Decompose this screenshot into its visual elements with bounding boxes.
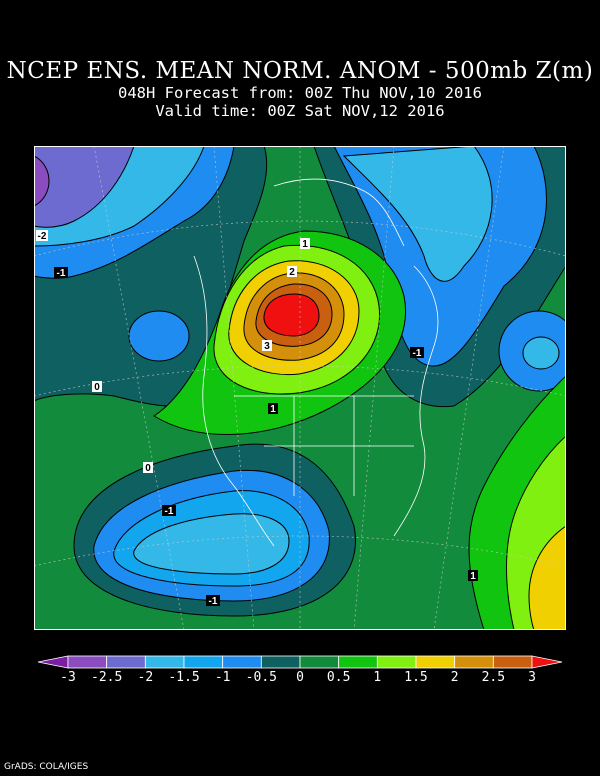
svg-text:2: 2	[289, 267, 295, 278]
contour-label: 0	[143, 462, 153, 474]
colorbar-segment	[492, 655, 533, 669]
colorbar-tick-label: 0.5	[327, 670, 350, 682]
svg-text:1: 1	[302, 239, 308, 250]
contour-label: 1	[268, 403, 278, 415]
colorbar-tick-label: -2	[138, 670, 154, 682]
colorbar-tick-label: 2.5	[482, 670, 505, 682]
colorbar-tick-label: 1.5	[404, 670, 427, 682]
svg-text:0: 0	[94, 382, 100, 393]
contour-label: -1	[410, 347, 424, 359]
colorbar-tick-label: -2.5	[91, 670, 122, 682]
anomaly-map: -2 -1 0 1 2 3 -1 -1 0 -1 1 1	[34, 146, 566, 630]
colorbar-segment	[67, 655, 108, 669]
colorbar-tick-label: 2	[451, 670, 459, 682]
colorbar-tick-label: 3	[528, 670, 536, 682]
contour-label: 3	[262, 340, 272, 352]
colorbar-tick-label: -3	[60, 670, 76, 682]
svg-text:0: 0	[145, 463, 151, 474]
contour-label: 1	[468, 570, 478, 582]
svg-text:1: 1	[470, 571, 476, 582]
forecast-init-line: 048H Forecast from: 00Z Thu NOV,10 2016	[118, 84, 482, 102]
svg-text:-1: -1	[209, 596, 218, 607]
contour-label: -1	[206, 595, 220, 607]
map-title: NCEP ENS. MEAN NORM. ANOM - 500mb Z(m)	[6, 58, 594, 84]
colorbar-segment	[260, 655, 301, 669]
contour-label: -1	[162, 505, 176, 517]
valid-time-line: Valid time: 00Z Sat NOV,12 2016	[155, 102, 445, 120]
svg-text:-1: -1	[413, 348, 422, 359]
svg-text:-1: -1	[165, 506, 174, 517]
colorbar-tick-label: -1.5	[168, 670, 199, 682]
colorbar-segment	[531, 655, 563, 669]
contour-label: -1	[54, 267, 68, 279]
colorbar-segment	[415, 655, 456, 669]
credit-text: GrADS: COLA/IGES	[4, 762, 89, 772]
colorbar-segment	[222, 655, 262, 669]
colorbar-segment	[338, 655, 378, 669]
color-scale-legend: -3 -2.5 -2 -1.5 -1 -0.5 0 0.5 1 1.5 2 2.5 3	[37, 655, 563, 682]
colorbar-segment	[376, 655, 417, 669]
contour-label: 1	[300, 238, 310, 250]
svg-text:-2: -2	[38, 231, 47, 242]
colorbar-segment	[144, 655, 185, 669]
contour-label: 0	[92, 381, 102, 393]
colorbar-segment	[106, 655, 146, 669]
colorbar-segment	[37, 655, 69, 669]
contour-label: 2	[287, 266, 297, 278]
svg-text:-1: -1	[57, 268, 66, 279]
colorbar-segment	[299, 655, 340, 669]
svg-text:3: 3	[264, 341, 270, 352]
colorbar-tick-label: -1	[215, 670, 231, 682]
contour-label: -2	[36, 230, 48, 242]
colorbar-tick-label: 0	[296, 670, 304, 682]
colorbar-tick-label: -0.5	[246, 670, 277, 682]
svg-text:1: 1	[270, 404, 276, 415]
colorbar-segment	[454, 655, 494, 669]
colorbar-tick-label: 1	[373, 670, 381, 682]
colorbar-segment	[183, 655, 224, 669]
